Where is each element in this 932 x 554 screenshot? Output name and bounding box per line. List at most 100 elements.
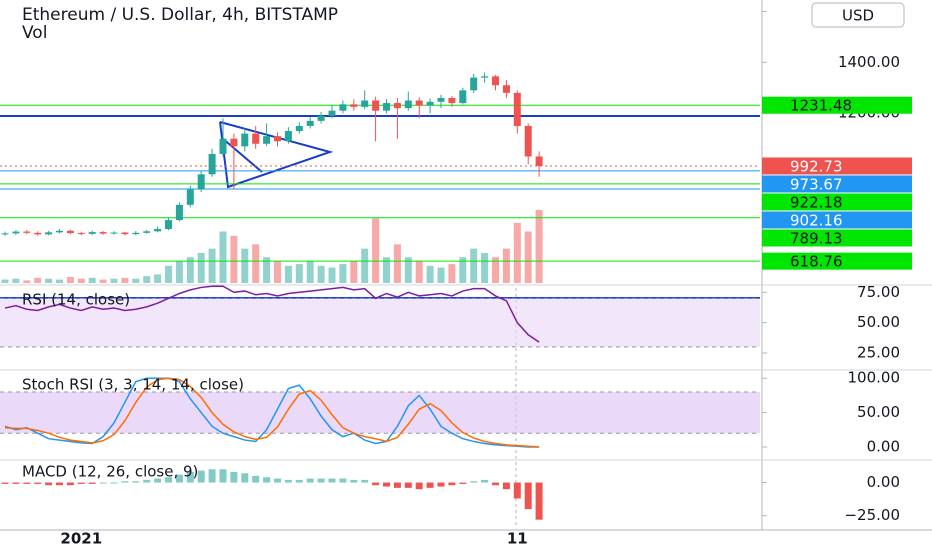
candle-body	[208, 153, 216, 175]
candle-body	[110, 232, 118, 234]
price-badge-label: 1231.48	[790, 97, 852, 115]
candle-body	[284, 131, 292, 142]
candle-body	[165, 220, 172, 230]
band	[0, 391, 760, 434]
candle-body	[241, 133, 249, 147]
candle-body	[502, 85, 510, 93]
histogram-bar	[241, 473, 249, 483]
volume-bar	[459, 257, 467, 283]
volume-bar	[426, 265, 434, 283]
candle-body	[372, 100, 380, 111]
histogram-bar	[197, 470, 205, 483]
volume-bar	[66, 276, 74, 283]
volume-bar	[263, 257, 271, 283]
volume-bar	[197, 252, 205, 283]
candle-body	[339, 104, 347, 111]
candle-body	[121, 232, 129, 235]
volume-bar	[121, 277, 129, 283]
histogram-bar	[328, 478, 336, 483]
candle-body	[252, 133, 260, 144]
histogram-bar	[513, 482, 521, 499]
currency-button[interactable]	[811, 2, 905, 28]
price-badge-label: 618.76	[790, 253, 843, 271]
volume-bar	[317, 265, 325, 283]
histogram-bar	[143, 479, 151, 483]
histogram-bar	[372, 482, 380, 486]
candle-body	[132, 232, 140, 235]
pane-title: MACD (12, 26, close, 9)	[22, 463, 198, 481]
histogram-bar	[339, 478, 347, 483]
histogram-bar	[110, 482, 118, 484]
candle-body	[1, 233, 9, 235]
histogram-bar	[45, 482, 53, 486]
volume-bar	[1, 279, 9, 283]
price-badge-label: 992.73	[790, 157, 843, 175]
candle-body	[263, 136, 271, 144]
volume-bar	[154, 274, 162, 283]
price-badge	[762, 211, 912, 229]
candle-body	[219, 138, 227, 154]
histogram-bar	[12, 482, 20, 484]
histogram-bar	[284, 479, 292, 483]
candle-body	[513, 92, 521, 126]
candle-body	[361, 100, 369, 107]
pane-title: Stoch RSI (3, 3, 14, 14, close)	[22, 376, 244, 394]
candle-body	[34, 232, 42, 235]
y-tick-label: 0.00	[867, 473, 900, 491]
volume-bar	[34, 277, 42, 283]
candle-body	[88, 232, 96, 234]
volume-bar	[328, 267, 336, 283]
volume-bar	[383, 257, 390, 283]
indicator-line	[4, 377, 540, 448]
histogram-bar	[448, 482, 456, 486]
candle-body	[426, 101, 434, 106]
candle-body	[274, 136, 281, 142]
price-badge-label: 902.16	[790, 211, 843, 229]
candle-body	[535, 156, 543, 166]
candle-body	[23, 231, 31, 233]
histogram-bar	[219, 469, 227, 483]
candle-body	[317, 115, 325, 121]
volume-bar	[535, 210, 543, 283]
candle-body	[448, 97, 456, 104]
candle-body	[350, 104, 358, 107]
histogram-bar	[230, 471, 238, 483]
histogram-bar	[274, 478, 281, 483]
y-tick-label: 25.00	[857, 344, 900, 362]
volume-bar	[372, 218, 380, 283]
candle-body	[328, 110, 336, 116]
histogram-bar	[492, 482, 499, 486]
histogram-bar	[154, 478, 162, 483]
histogram-bar	[23, 482, 31, 484]
price-badge-label: 922.18	[790, 193, 843, 211]
volume-bar	[110, 278, 118, 283]
histogram-bar	[132, 481, 140, 483]
candle-body	[470, 77, 478, 91]
volume-bar	[56, 279, 63, 283]
volume-bar	[175, 261, 183, 283]
histogram-bar	[186, 471, 194, 483]
volume-bar	[393, 244, 401, 283]
y-tick-label: 1400.00	[838, 53, 900, 71]
volume-bar	[339, 264, 347, 283]
histogram-bar	[415, 482, 423, 490]
histogram-bar	[481, 479, 489, 483]
volume-bar	[230, 235, 238, 283]
candle-body	[492, 76, 499, 86]
histogram-bar	[175, 474, 183, 483]
candle-body	[306, 120, 314, 126]
histogram-bar	[393, 482, 401, 488]
price-badge	[762, 229, 912, 247]
histogram-bar	[459, 482, 467, 484]
indicator-line	[4, 285, 540, 343]
candle-body	[230, 138, 238, 147]
histogram-bar	[361, 479, 369, 483]
band	[0, 298, 760, 347]
volume-bar	[306, 261, 314, 283]
pane-title: Ethereum / U.S. Dollar, 4h, BITSTAMP	[22, 5, 338, 25]
pane-title: RSI (14, close)	[22, 291, 130, 309]
y-tick-label: 50.00	[857, 313, 900, 331]
volume-bar	[143, 276, 151, 283]
histogram-bar	[1, 482, 9, 484]
